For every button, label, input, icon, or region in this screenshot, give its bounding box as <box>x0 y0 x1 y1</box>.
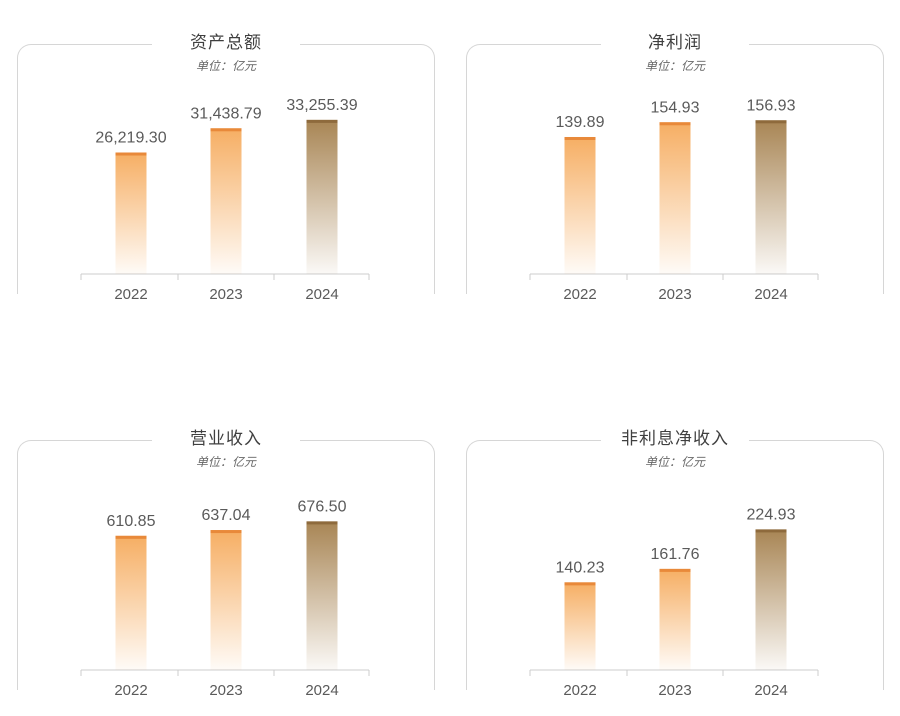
x-tick-label-2024: 2024 <box>754 682 787 699</box>
bar-cap-2022 <box>115 152 147 156</box>
bar-2024 <box>755 120 787 275</box>
bar-cap-2023 <box>659 122 691 126</box>
bar-2022 <box>115 535 147 670</box>
data-label-2024: 156.93 <box>747 97 796 114</box>
chart-panel-non-interest-income: 非利息净收入 单位：亿元 140.23 2022 161.76 2023 224.93 2… <box>466 416 886 716</box>
chart-unit: 单位：亿元 <box>195 59 256 73</box>
data-label-2022: 610.85 <box>107 513 156 530</box>
bar-2023 <box>210 530 242 670</box>
data-label-2023: 31,438.79 <box>190 105 261 122</box>
bar-cap-2023 <box>210 530 242 534</box>
x-tick-label-2023: 2023 <box>209 682 242 699</box>
bar-2023 <box>659 122 691 274</box>
bar-chart-total-assets: 26,219.30 2022 31,438.79 2023 33,255.39 2024 <box>80 97 370 303</box>
x-tick-label-2023: 2023 <box>658 682 691 699</box>
bar-chart-net-profit: 139.89 2022 154.93 2023 156.93 2024 <box>529 97 819 303</box>
x-tick-label-2024: 2024 <box>305 682 338 699</box>
chart-title: 营业收入 <box>190 429 262 449</box>
data-label-2023: 637.04 <box>202 507 251 524</box>
bar-2022 <box>115 152 147 274</box>
data-label-2024: 33,255.39 <box>286 97 357 114</box>
bar-chart-operating-revenue: 610.85 2022 637.04 2023 676.50 2024 <box>80 498 370 699</box>
chart-unit: 单位：亿元 <box>195 455 256 469</box>
chart-panel-total-assets: 资产总额 单位：亿元 26,219.30 2022 31,438.79 2023 33,… <box>17 20 437 320</box>
chart-panel-net-profit: 净利润 单位：亿元 139.89 2022 154.93 2023 156.93 2024 <box>466 20 886 320</box>
bar-2024 <box>755 529 787 670</box>
bar-2023 <box>210 128 242 274</box>
data-label-2023: 154.93 <box>651 99 700 116</box>
bar-cap-2022 <box>115 535 147 539</box>
chart-title: 非利息净收入 <box>621 429 729 449</box>
bar-2024 <box>306 521 338 670</box>
data-label-2022: 26,219.30 <box>95 129 166 146</box>
bar-chart-non-interest-income: 140.23 2022 161.76 2023 224.93 2024 <box>529 506 819 699</box>
data-label-2022: 139.89 <box>556 114 605 131</box>
bar-cap-2022 <box>564 582 596 586</box>
data-label-2022: 140.23 <box>556 559 605 576</box>
chart-unit: 单位：亿元 <box>644 455 705 469</box>
bar-2024 <box>306 119 338 275</box>
chart-unit: 单位：亿元 <box>644 59 705 73</box>
bar-2022 <box>564 136 596 274</box>
data-label-2024: 676.50 <box>298 498 347 515</box>
data-label-2024: 224.93 <box>747 506 796 523</box>
bar-cap-2023 <box>659 568 691 572</box>
x-tick-label-2022: 2022 <box>563 682 596 699</box>
bar-cap-2024 <box>306 521 338 525</box>
data-label-2023: 161.76 <box>651 546 700 563</box>
bar-cap-2024 <box>755 120 787 124</box>
x-tick-label-2024: 2024 <box>754 286 787 303</box>
chart-title: 资产总额 <box>190 33 262 53</box>
x-tick-label-2024: 2024 <box>305 286 338 303</box>
bar-cap-2023 <box>210 128 242 132</box>
x-tick-label-2023: 2023 <box>658 286 691 303</box>
bar-cap-2024 <box>755 529 787 533</box>
x-tick-label-2022: 2022 <box>563 286 596 303</box>
bar-2023 <box>659 568 691 670</box>
bar-2022 <box>564 582 596 670</box>
chart-panel-operating-revenue: 营业收入 单位：亿元 610.85 2022 637.04 2023 676.50 202… <box>17 416 437 716</box>
bar-cap-2022 <box>564 136 596 140</box>
bar-cap-2024 <box>306 119 338 123</box>
x-tick-label-2022: 2022 <box>114 286 147 303</box>
chart-title: 净利润 <box>648 33 702 53</box>
x-tick-label-2023: 2023 <box>209 286 242 303</box>
x-tick-label-2022: 2022 <box>114 682 147 699</box>
